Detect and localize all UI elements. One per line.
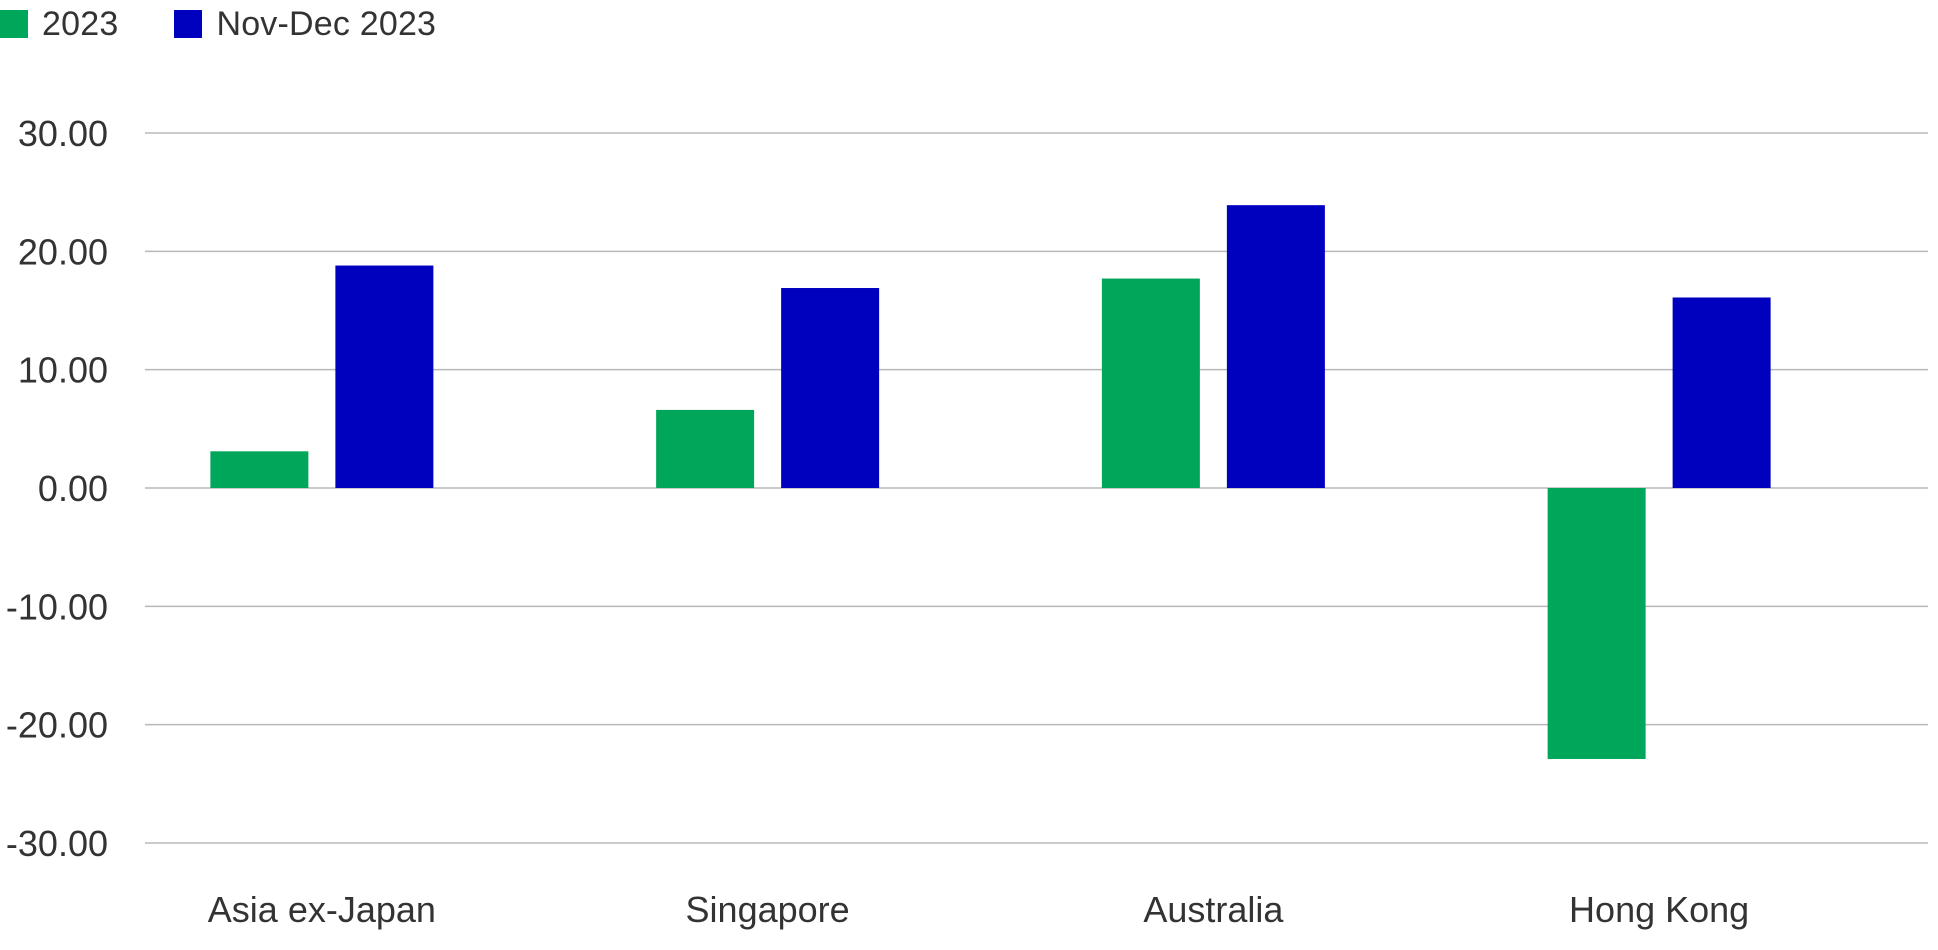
legend-item-2023: 2023 [0, 5, 118, 44]
x-tick-labels: Asia ex-Japan Singapore Australia Hong Kong [208, 889, 1749, 930]
y-tick-label: 10.00 [18, 350, 108, 391]
bar-2023-singapore [656, 409, 755, 488]
x-tick-label: Australia [1143, 889, 1284, 930]
bar-nov-dec-2023-hong-kong [1672, 297, 1771, 488]
x-tick-label: Hong Kong [1569, 889, 1749, 930]
y-tick-label: -30.00 [6, 823, 108, 864]
y-tick-label: -20.00 [6, 705, 108, 746]
legend: 2023 Nov-Dec 2023 [0, 4, 492, 44]
bar-2023-australia [1101, 278, 1200, 488]
bars [210, 205, 1771, 759]
legend-item-nov-dec-2023: Nov-Dec 2023 [174, 5, 436, 44]
bar-nov-dec-2023-singapore [781, 288, 880, 488]
bar-nov-dec-2023-australia [1226, 205, 1325, 488]
bar-nov-dec-2023-asia-ex-japan [335, 265, 434, 488]
gridlines [145, 132, 1928, 844]
x-tick-label: Asia ex-Japan [208, 889, 436, 930]
x-tick-label: Singapore [686, 889, 850, 930]
y-tick-label: 20.00 [18, 231, 108, 272]
bar-2023-asia-ex-japan [210, 451, 309, 488]
legend-swatch-nov-dec-2023 [174, 10, 203, 38]
y-tick-label: -10.00 [6, 586, 108, 627]
y-tick-label: 0.00 [38, 468, 108, 509]
bar-2023-hong-kong [1547, 488, 1646, 759]
legend-swatch-2023 [0, 10, 28, 38]
legend-label-2023: 2023 [42, 4, 119, 43]
y-tick-labels: 30.00 20.00 10.00 0.00 -10.00 -20.00 -30.00 [6, 113, 108, 864]
y-tick-label: 30.00 [18, 113, 108, 154]
legend-label-nov-dec-2023: Nov-Dec 2023 [216, 4, 437, 43]
